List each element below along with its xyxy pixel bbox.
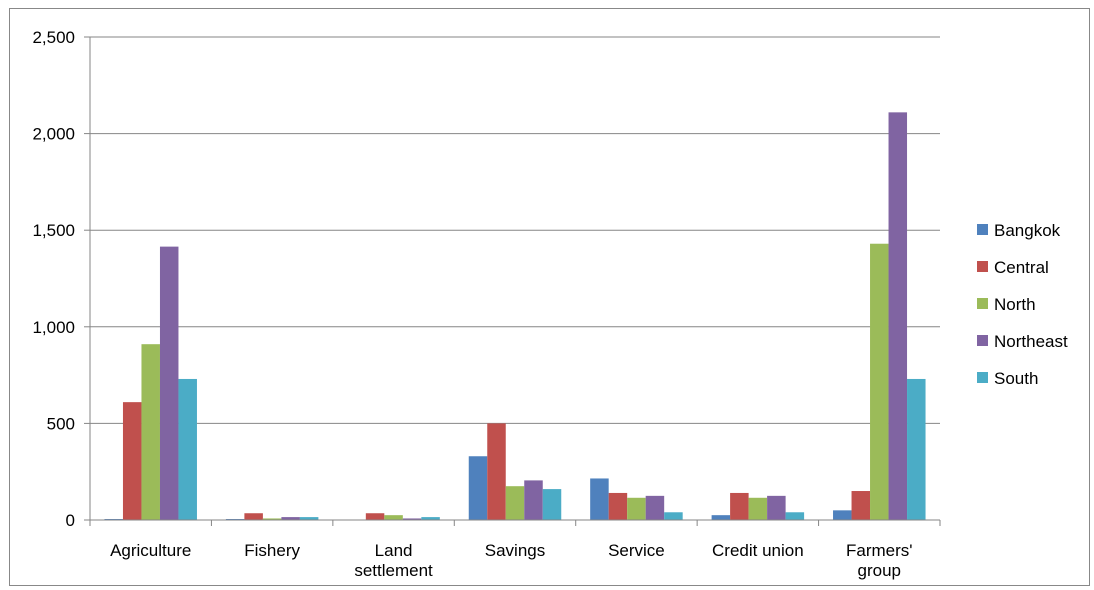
legend-swatch-central [977, 261, 988, 272]
x-category-label: Service [608, 541, 665, 560]
legend-swatch-south [977, 372, 988, 383]
bar-south-4 [664, 512, 683, 520]
bar-south-3 [542, 489, 562, 520]
bar-central-1 [244, 513, 263, 520]
bar-northeast-2 [402, 518, 422, 520]
legend-label-south: South [994, 369, 1038, 388]
bar-north-2 [384, 515, 403, 520]
bar-bangkok-5 [711, 515, 731, 520]
x-category-label: Agriculture [110, 541, 191, 560]
bar-northeast-5 [767, 495, 786, 520]
bar-north-0 [141, 344, 160, 520]
bar-north-6 [870, 243, 889, 520]
bar-northeast-3 [524, 480, 543, 520]
bar-south-6 [907, 378, 926, 520]
bar-northeast-0 [159, 246, 179, 520]
legend-swatch-bangkok [977, 224, 988, 235]
bar-central-2 [365, 513, 385, 520]
chart-frame [9, 8, 1090, 586]
y-tick-label: 1,500 [32, 221, 75, 240]
bar-northeast-1 [281, 517, 300, 520]
bar-bangkok-3 [468, 456, 488, 520]
bar-northeast-4 [645, 495, 665, 520]
bar-central-0 [122, 402, 142, 520]
legend-label-central: Central [994, 258, 1049, 277]
bar-central-6 [851, 491, 871, 520]
bar-central-5 [730, 492, 749, 520]
y-tick-label: 2,500 [32, 28, 75, 47]
x-category-label: group [858, 561, 901, 580]
legend-label-northeast: Northeast [994, 332, 1068, 351]
bar-bangkok-4 [590, 478, 609, 520]
x-category-label: settlement [354, 561, 433, 580]
bar-north-5 [748, 497, 768, 520]
bar-bangkok-6 [833, 510, 852, 520]
bar-north-1 [262, 518, 282, 520]
y-tick-label: 0 [66, 511, 75, 530]
legend-label-north: North [994, 295, 1036, 314]
bar-south-0 [178, 378, 197, 520]
bar-south-2 [421, 517, 440, 520]
y-tick-label: 500 [47, 414, 75, 433]
bars [104, 112, 926, 521]
x-category-label: Farmers' [846, 541, 913, 560]
bar-south-1 [299, 517, 319, 520]
x-category-label: Credit union [712, 541, 804, 560]
gridlines [90, 36, 940, 424]
legend-swatch-northeast [977, 335, 988, 346]
x-category-label: Fishery [244, 541, 300, 560]
x-category-label: Savings [485, 541, 545, 560]
bar-south-5 [785, 512, 805, 520]
bar-central-3 [487, 423, 506, 520]
bar-northeast-6 [888, 112, 908, 521]
legend-label-bangkok: Bangkok [994, 221, 1061, 240]
legend-swatch-north [977, 298, 988, 309]
axes: 0 500 1,000 1,500 2,000 2,500 Agriculture Fishe… [32, 28, 941, 580]
bar-central-4 [608, 492, 628, 520]
x-category-label: Land [375, 541, 413, 560]
bar-north-3 [505, 486, 525, 520]
legend: Bangkok Central North Northeast South [977, 221, 1068, 388]
bar-north-4 [627, 497, 646, 520]
y-tick-label: 1,000 [32, 318, 75, 337]
y-tick-label: 2,000 [32, 125, 75, 144]
